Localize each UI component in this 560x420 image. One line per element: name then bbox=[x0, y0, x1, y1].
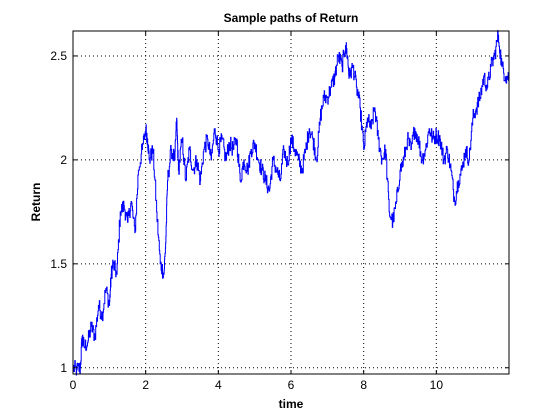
x-tick-label: 8 bbox=[360, 378, 367, 392]
x-tick-label: 4 bbox=[215, 378, 222, 392]
x-tick-label: 10 bbox=[430, 378, 444, 392]
plot-area bbox=[73, 31, 509, 374]
x-tick-label: 6 bbox=[288, 378, 295, 392]
chart-title: Sample paths of Return bbox=[224, 11, 359, 25]
ticks: 0 2 4 6 8 10 1 1.5 2 2.5 bbox=[50, 31, 509, 392]
series-layer bbox=[73, 30, 510, 376]
x-tick-label: 2 bbox=[142, 378, 149, 392]
x-axis-label: time bbox=[279, 397, 304, 411]
x-tick-label: 0 bbox=[70, 378, 77, 392]
grid bbox=[73, 31, 509, 374]
y-tick-label: 1.5 bbox=[50, 257, 67, 271]
y-axis-label: Return bbox=[29, 183, 43, 222]
y-tick-label: 2 bbox=[60, 153, 67, 167]
series-line bbox=[73, 30, 510, 376]
y-tick-label: 2.5 bbox=[50, 49, 67, 63]
y-tick-label: 1 bbox=[60, 361, 67, 375]
